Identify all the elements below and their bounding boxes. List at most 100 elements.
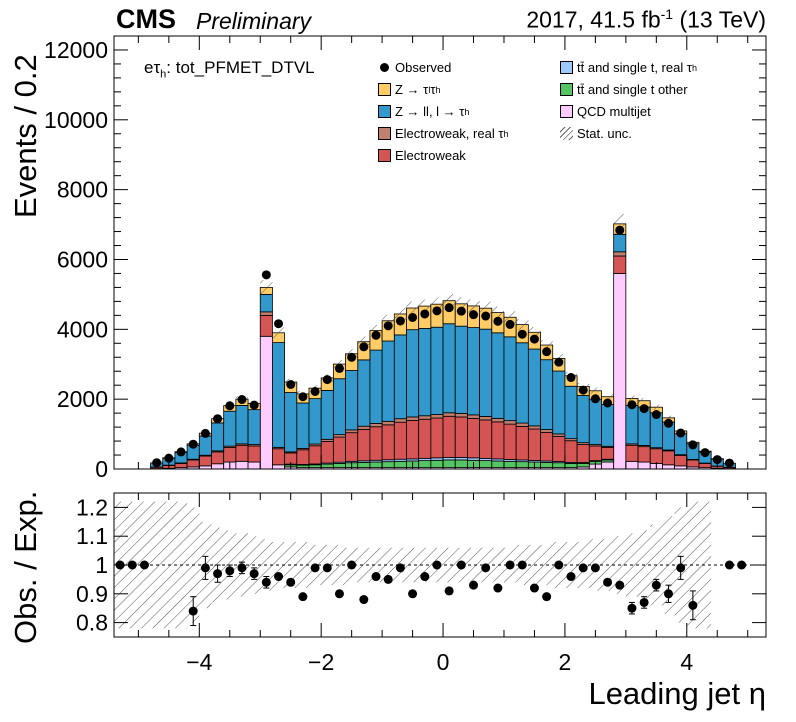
bar-qcd (211, 463, 225, 470)
lumi-label: 2017, 41.5 fb-1 (13 TeV) (526, 6, 766, 34)
bar-ewk (491, 421, 505, 460)
bar-zll (381, 340, 395, 422)
stat-unc-band (662, 415, 675, 420)
x-tick-label: −4 (186, 649, 212, 675)
ratio-point (213, 569, 223, 579)
stat-unc-band (455, 297, 468, 311)
bar-qcd (601, 461, 615, 470)
bar-ewk (320, 441, 334, 464)
bar-zll (540, 359, 554, 430)
status-label: Preliminary (196, 8, 312, 34)
bar-zll (601, 403, 615, 447)
stat-unc-band (394, 307, 407, 321)
bar-zll (552, 370, 566, 435)
bar-ewk (662, 450, 675, 466)
ratio-point (237, 563, 247, 573)
bar-ewk_real (467, 414, 481, 419)
bar-ttbar_other (418, 460, 432, 469)
stat-unc-band (369, 325, 383, 337)
observed-point (615, 225, 625, 235)
bar-ewk (186, 459, 200, 468)
bar-ttbar_other (381, 461, 395, 469)
ratio-point (590, 563, 600, 573)
ratio-unc-band (443, 547, 456, 583)
ratio-point (542, 592, 552, 602)
legend-label: Observed (395, 60, 452, 75)
bar-ewk (345, 432, 359, 462)
observed-point (578, 385, 588, 395)
observed-point (432, 306, 442, 316)
legend-swatch (560, 105, 573, 118)
observed-point (456, 306, 466, 316)
bar-ttbar_other (454, 459, 468, 469)
legend-label: Electroweak, real τ (395, 126, 504, 141)
observed-point (724, 458, 734, 468)
observed-point (347, 352, 357, 362)
stat-unc-band (406, 301, 419, 315)
bar-ewk (259, 314, 273, 337)
bar-zll (515, 342, 529, 424)
bar-ewk_real (479, 416, 493, 421)
legend-swatch (378, 61, 391, 74)
bar-zll (308, 398, 322, 445)
ratio-point (322, 563, 332, 573)
bar-ewk_real (527, 425, 541, 430)
bar-ttbar_other (332, 463, 346, 469)
bar-zll (369, 349, 383, 424)
ratio-point (737, 560, 747, 570)
bar-zll (527, 348, 541, 427)
ratio-unc-band (333, 544, 346, 586)
bar-ewk (674, 454, 688, 467)
legend-label-sub-2: h (435, 84, 441, 95)
bar-zll (576, 395, 590, 444)
bar-ewk (625, 444, 639, 462)
ratio-point (432, 560, 442, 570)
legend-label: Z → τ (395, 82, 429, 97)
lumi-sup: -1 (660, 6, 674, 22)
bar-ttbar_other (491, 460, 505, 469)
ratio-y-tick-label: 1 (95, 552, 108, 578)
bar-zll (223, 410, 237, 447)
ratio-unc-band (491, 547, 504, 583)
bar-ewk_real (442, 412, 456, 417)
legend-label: Z → ll, l → τ (395, 104, 465, 119)
bar-zll (345, 370, 359, 431)
stat-unc-band (589, 387, 602, 394)
legend-item-ttbar_other: tt̄ and single t other (560, 82, 688, 97)
axis-ticks: 0 2000 4000 6000 8000 10000 12000 0.8 0.9 1 1.1 1.2… (44, 35, 766, 675)
ratio-point (578, 563, 588, 573)
bar-zll (272, 342, 286, 448)
bar-ttbar_other (357, 461, 371, 469)
legend-swatch (560, 127, 573, 140)
observed-point (651, 410, 661, 420)
observed-point (664, 418, 674, 428)
bar-ewk (601, 446, 615, 460)
bar-ewk (454, 416, 468, 458)
x-tick-label: 0 (437, 649, 450, 675)
observed-point (420, 309, 430, 319)
ratio-point (469, 580, 479, 590)
ratio-point (664, 589, 674, 599)
bar-zll (247, 409, 261, 445)
observed-point (249, 400, 259, 410)
observed-point (213, 414, 223, 424)
bar-zll (467, 327, 481, 416)
bar-ewk (296, 449, 310, 465)
bar-qcd (625, 460, 639, 470)
stat-unc-band (479, 301, 492, 315)
bar-zll (625, 405, 639, 445)
legend-label-sub: l (428, 84, 431, 95)
bar-zll (491, 332, 505, 419)
bar-ewk (406, 420, 420, 460)
bar-ewk_real (357, 425, 371, 430)
bar-ewk (649, 448, 663, 464)
bar-ewk_real (393, 418, 407, 423)
ratio-point (444, 586, 454, 596)
bar-qcd (272, 464, 286, 470)
legend-label-sub: h (691, 62, 697, 73)
bar-ttbar_other (430, 459, 444, 469)
ratio-point (517, 560, 527, 570)
stat-unc-band (467, 299, 480, 313)
